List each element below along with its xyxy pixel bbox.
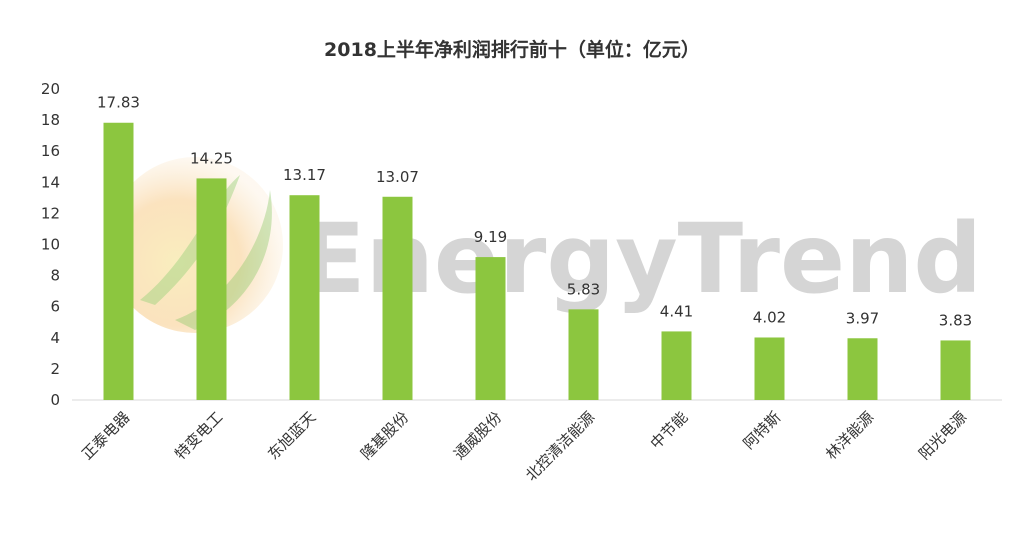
bar <box>661 331 692 400</box>
x-axis-labels: 正泰电器 特变电工 东旭蓝天 隆基股份 通威股份 北控清洁能源 中节能 阿特斯 林洋能源 阳光电源 <box>78 408 970 484</box>
data-label: 4.41 <box>660 302 693 320</box>
data-label: 13.17 <box>283 166 326 184</box>
bar <box>847 338 878 400</box>
data-label: 4.02 <box>753 308 786 326</box>
y-tick-label: 10 <box>41 236 60 254</box>
chart-title: 2018上半年净利润排行前十（单位：亿元） <box>324 38 700 61</box>
data-label: 14.25 <box>190 149 233 167</box>
y-tick-label: 14 <box>41 173 60 191</box>
data-label: 13.07 <box>376 168 419 186</box>
data-label: 3.97 <box>846 309 879 327</box>
bar <box>754 337 785 400</box>
bars <box>103 122 971 400</box>
bar <box>940 340 971 400</box>
x-tick-label: 东旭蓝天 <box>264 408 319 463</box>
x-tick-label: 中节能 <box>647 408 692 453</box>
y-tick-label: 6 <box>50 298 60 316</box>
bar <box>289 195 320 400</box>
bar <box>568 309 599 400</box>
bar <box>475 257 506 400</box>
bar <box>382 196 413 400</box>
x-tick-label: 特变电工 <box>171 408 226 463</box>
x-tick-label: 隆基股份 <box>357 408 412 463</box>
x-tick-label: 正泰电器 <box>78 408 133 463</box>
x-tick-label: 阿特斯 <box>740 408 785 453</box>
x-tick-label: 阳光电源 <box>915 408 970 463</box>
data-label: 9.19 <box>474 228 507 246</box>
x-tick-label: 北控清洁能源 <box>522 408 598 484</box>
y-axis-ticks: 0 2 4 6 8 10 12 14 16 18 20 <box>41 80 60 409</box>
data-label: 3.83 <box>939 311 972 329</box>
x-tick-label: 林洋能源 <box>822 408 877 463</box>
watermark-text: EnergyTrend <box>300 203 982 315</box>
y-tick-label: 2 <box>50 360 60 378</box>
y-tick-label: 8 <box>50 267 60 285</box>
y-tick-label: 0 <box>50 391 60 409</box>
data-labels: 17.83 14.25 13.17 13.07 9.19 5.83 4.41 4.02 3.97… <box>97 94 972 330</box>
data-label: 5.83 <box>567 280 600 298</box>
x-tick-label: 通威股份 <box>450 408 505 463</box>
bar <box>196 178 227 400</box>
y-tick-label: 16 <box>41 142 60 160</box>
bar <box>103 122 134 400</box>
data-label: 17.83 <box>97 94 140 112</box>
y-tick-label: 12 <box>41 204 60 222</box>
y-tick-label: 20 <box>41 80 60 98</box>
y-tick-label: 18 <box>41 111 60 129</box>
y-tick-label: 4 <box>50 329 60 347</box>
